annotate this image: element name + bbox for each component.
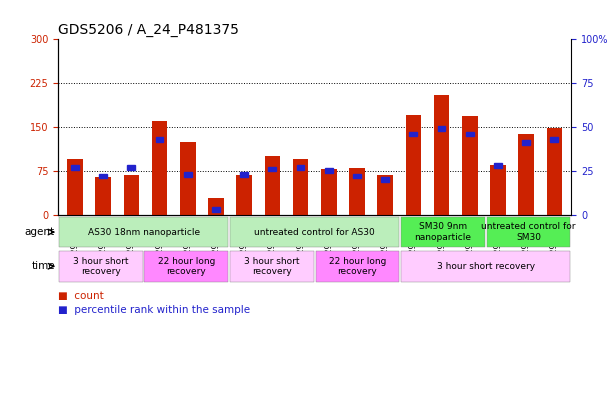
Text: untreated control for AS30: untreated control for AS30: [254, 228, 375, 237]
Bar: [100, 174, 107, 178]
Bar: [230, 217, 400, 248]
Bar: [401, 217, 485, 248]
Text: ■  count: ■ count: [58, 291, 104, 301]
Text: AS30 18nm nanoparticle: AS30 18nm nanoparticle: [87, 228, 200, 237]
Bar: [59, 217, 229, 248]
Bar: [353, 174, 361, 178]
Bar: [547, 128, 562, 215]
Bar: [180, 141, 196, 215]
Bar: [293, 159, 309, 215]
Bar: [325, 169, 332, 173]
Bar: [462, 116, 478, 215]
Bar: [156, 137, 164, 141]
Bar: [401, 251, 571, 282]
Text: agent: agent: [25, 227, 55, 237]
Bar: [486, 217, 571, 248]
Text: GDS5206 / A_24_P481375: GDS5206 / A_24_P481375: [58, 23, 239, 37]
Bar: [315, 251, 400, 282]
Bar: [152, 121, 167, 215]
Bar: [212, 207, 220, 212]
Bar: [297, 165, 304, 170]
Bar: [95, 176, 111, 215]
Bar: [434, 95, 449, 215]
Bar: [522, 140, 530, 145]
Bar: [378, 175, 393, 215]
Bar: [518, 134, 534, 215]
Bar: [551, 137, 558, 141]
Bar: [240, 172, 248, 176]
Text: 3 hour short recovery: 3 hour short recovery: [437, 262, 535, 271]
Bar: [494, 163, 502, 168]
Bar: [466, 132, 474, 136]
Bar: [144, 251, 229, 282]
Text: 3 hour short
recovery: 3 hour short recovery: [73, 257, 128, 276]
Bar: [409, 132, 417, 136]
Bar: [381, 177, 389, 182]
Bar: [67, 159, 82, 215]
Bar: [349, 168, 365, 215]
Bar: [230, 251, 314, 282]
Bar: [59, 251, 143, 282]
Bar: [437, 127, 445, 131]
Bar: [268, 167, 276, 171]
Bar: [123, 175, 139, 215]
Text: time: time: [31, 261, 55, 271]
Text: untreated control for
SM30: untreated control for SM30: [481, 222, 576, 242]
Bar: [184, 172, 192, 176]
Bar: [208, 198, 224, 215]
Bar: [406, 115, 421, 215]
Text: ■  percentile rank within the sample: ■ percentile rank within the sample: [58, 305, 250, 314]
Text: SM30 9nm
nanoparticle: SM30 9nm nanoparticle: [414, 222, 472, 242]
Text: 22 hour long
recovery: 22 hour long recovery: [329, 257, 386, 276]
Bar: [236, 175, 252, 215]
Text: 22 hour long
recovery: 22 hour long recovery: [158, 257, 215, 276]
Bar: [321, 169, 337, 215]
Bar: [490, 165, 506, 215]
Bar: [265, 156, 280, 215]
Bar: [71, 165, 79, 170]
Text: 3 hour short
recovery: 3 hour short recovery: [244, 257, 299, 276]
Bar: [128, 165, 135, 170]
